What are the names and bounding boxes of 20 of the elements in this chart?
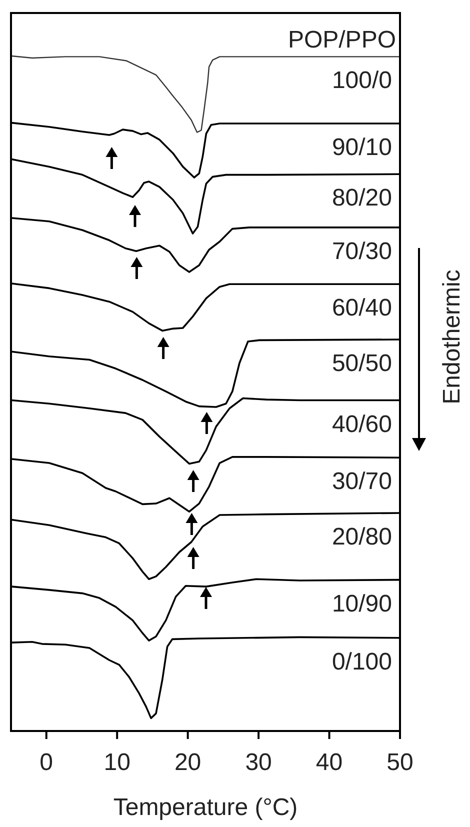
series-label: 100/0 — [332, 67, 392, 94]
x-tick-label: 40 — [316, 749, 343, 776]
series-label: 90/10 — [332, 134, 392, 161]
text: POP/PPO — [288, 26, 396, 54]
x-tick-label: 50 — [386, 749, 414, 776]
series-label: 60/40 — [332, 294, 392, 322]
series-label: 30/70 — [332, 468, 392, 496]
x-tick-label: 30 — [245, 749, 272, 776]
series-label: 10/90 — [332, 590, 392, 618]
series-label: 0/100 — [332, 648, 392, 676]
series-label: 40/60 — [332, 410, 392, 438]
x-tick-label: 10 — [104, 749, 130, 776]
series-label: 20/80 — [332, 523, 392, 550]
text: Endothermic — [438, 270, 466, 404]
x-tick-label: 20 — [174, 749, 202, 776]
series-label: 70/30 — [332, 238, 392, 265]
series-label: 50/50 — [332, 350, 392, 377]
x-axis-title: Temperature (°C) — [113, 794, 298, 821]
x-tick-label: 0 — [40, 749, 54, 776]
series-label: 80/20 — [332, 184, 392, 212]
